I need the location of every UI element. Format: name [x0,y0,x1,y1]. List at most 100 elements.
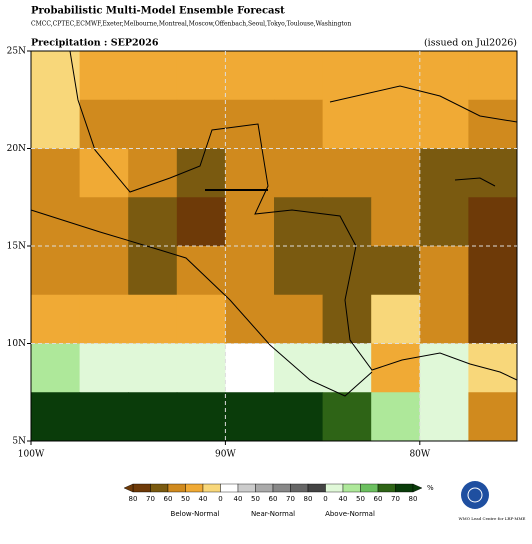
cell [176,392,226,442]
colorbar-segment [167,483,186,493]
cell [79,99,129,149]
cell [371,294,421,344]
cell [322,148,372,198]
logo-globe [467,487,483,503]
cell [79,392,129,442]
cell [225,51,275,101]
colorbar-tick-label: 50 [356,495,365,503]
cell [79,148,129,198]
coast [69,50,518,381]
cell [274,246,324,296]
cell [176,246,226,296]
cell [31,343,81,393]
coast [329,85,518,123]
cell [419,51,469,101]
cell [274,294,324,344]
cell [31,99,81,149]
variable: Precipitation : SEP2026 [31,38,159,49]
cell [419,392,469,442]
colorbar-tick-label: 80 [129,495,138,503]
cell [322,197,372,247]
cell [128,246,178,296]
cell [128,197,178,247]
colorbar-arrow [412,483,423,493]
coast [454,177,496,187]
cell [225,392,275,442]
cell [419,246,469,296]
cell [419,148,469,198]
issued: (issued on Jul2026) [424,38,517,49]
colorbar-tick-label: 40 [199,495,208,503]
colorbar-segment [395,483,414,493]
coast [30,209,373,397]
colorbar-segment [342,483,361,493]
cell [128,392,178,442]
colorbar-tick-label: 40 [339,495,348,503]
cell [419,343,469,393]
cell [31,148,81,198]
colorbar-segment [132,483,151,493]
colorbar-tick-label: 80 [304,495,313,503]
cell [468,148,518,198]
cell [128,51,178,101]
cell [419,197,469,247]
y-tick-label: 20N [7,144,26,154]
cell [176,99,226,149]
colorbar-group-label: Above-Normal [325,510,375,518]
cell [128,343,178,393]
colorbar-tick-label: 0 [218,495,222,503]
cell [274,99,324,149]
colorbar-tick-label: 80 [409,495,418,503]
cell [468,294,518,344]
y-tick-label: 10N [7,339,26,349]
colorbar-tick-label: 50 [251,495,260,503]
colorbar-tick-label: 60 [164,495,173,503]
cells [31,51,518,442]
colorbar-tick-label: 0 [323,495,327,503]
colorbar-tick-label: 60 [269,495,278,503]
colorbar-tick-label: 70 [286,495,295,503]
colorbar-tick-label: 50 [181,495,190,503]
wmo-logo [461,481,489,509]
colorbar-segment [185,483,204,493]
x-tick-label: 100W [18,450,45,460]
cell [79,246,129,296]
colorbar-segment [237,483,256,493]
cell [468,246,518,296]
cell [79,294,129,344]
cell [128,99,178,149]
title: Probabilistic Multi-Model Ensemble Forec… [31,6,285,17]
cell [31,294,81,344]
cell [322,343,372,393]
x-tick-label: 90W [215,450,236,460]
cell [274,343,324,393]
colorbar-segment [220,483,239,493]
cell [274,392,324,442]
cell [31,51,81,101]
cell [274,51,324,101]
cell [322,99,372,149]
cell [31,392,81,442]
x-tick-label: 80W [409,450,430,460]
colorbar-segment [307,483,326,493]
colorbar-segment [377,483,396,493]
cell [468,343,518,393]
cell [176,294,226,344]
colorbar-unit: % [427,484,434,492]
y-tick-label: 5N [12,437,26,447]
cell [371,51,421,101]
cell [468,392,518,442]
cell [419,294,469,344]
cell [371,246,421,296]
cell [176,343,226,393]
cell [79,51,129,101]
colorbar-segment [272,483,291,493]
colorbar-segment [255,483,274,493]
cell [79,197,129,247]
cell [176,51,226,101]
cell [322,392,372,442]
cell [176,197,226,247]
cell [371,197,421,247]
colorbar-group-label: Near-Normal [251,510,295,518]
